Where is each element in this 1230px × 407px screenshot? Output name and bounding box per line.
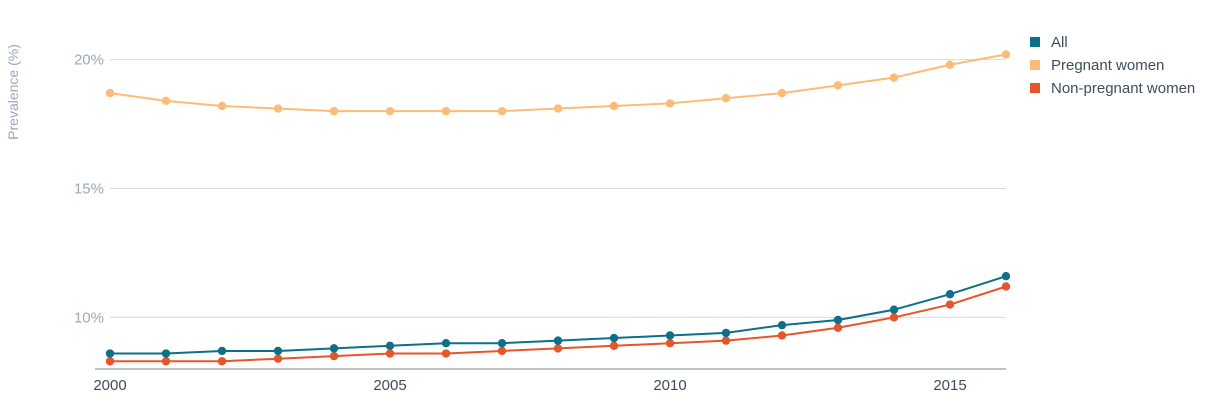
data-point-all[interactable]: [777, 320, 787, 330]
legend-item-pregnant-women[interactable]: Pregnant women: [1030, 57, 1164, 74]
data-point-all[interactable]: [497, 339, 507, 348]
data-point-pregnant-women[interactable]: [161, 96, 171, 106]
series: [105, 50, 1011, 366]
data-point-pregnant-women[interactable]: [889, 73, 899, 82]
data-point-all[interactable]: [833, 315, 843, 325]
data-point-all[interactable]: [609, 333, 619, 343]
data-point-non-pregnant-women[interactable]: [329, 351, 339, 361]
data-point-non-pregnant-women[interactable]: [609, 341, 619, 350]
legend-item-all[interactable]: All: [1030, 34, 1068, 51]
data-point-pregnant-women[interactable]: [273, 104, 283, 113]
data-point-pregnant-women[interactable]: [553, 104, 563, 113]
y-axis-label: Prevalence (%): [5, 44, 21, 140]
x-tick-label: 2010: [653, 377, 686, 394]
data-point-all[interactable]: [161, 349, 171, 358]
data-point-non-pregnant-women[interactable]: [217, 357, 227, 366]
data-point-all[interactable]: [889, 305, 899, 314]
data-point-non-pregnant-women[interactable]: [721, 336, 731, 345]
data-point-non-pregnant-women[interactable]: [833, 323, 843, 332]
data-point-pregnant-women[interactable]: [665, 99, 675, 108]
y-tick-label: 10%: [74, 309, 104, 326]
data-point-all[interactable]: [553, 336, 563, 345]
legend-label: Non-pregnant women: [1051, 80, 1195, 97]
data-point-non-pregnant-women[interactable]: [441, 349, 451, 358]
data-point-pregnant-women[interactable]: [609, 101, 619, 111]
data-point-pregnant-women[interactable]: [385, 106, 395, 116]
data-point-non-pregnant-women[interactable]: [161, 357, 171, 366]
x-tick-label: 2000: [93, 377, 126, 394]
data-point-all[interactable]: [1001, 271, 1011, 281]
series-pregnant-women: [105, 50, 1011, 116]
data-point-all[interactable]: [217, 346, 227, 356]
data-point-all[interactable]: [665, 331, 675, 340]
data-point-non-pregnant-women[interactable]: [385, 349, 395, 358]
data-point-all[interactable]: [329, 344, 339, 353]
data-point-non-pregnant-women[interactable]: [105, 357, 115, 366]
legend-label: Pregnant women: [1051, 57, 1164, 74]
data-point-pregnant-women[interactable]: [217, 101, 227, 111]
legend-swatch: [1030, 83, 1040, 93]
legend-item-non-pregnant-women[interactable]: Non-pregnant women: [1030, 80, 1195, 97]
data-point-all[interactable]: [945, 290, 955, 299]
legend: All Pregnant women Non-pregnant women: [1030, 34, 1195, 97]
data-point-non-pregnant-women[interactable]: [497, 346, 507, 356]
data-point-pregnant-women[interactable]: [721, 94, 731, 103]
data-point-non-pregnant-women[interactable]: [945, 300, 955, 309]
data-point-pregnant-women[interactable]: [777, 88, 787, 98]
gridlines: [110, 59, 1006, 318]
data-point-non-pregnant-women[interactable]: [553, 344, 563, 353]
data-point-non-pregnant-women[interactable]: [1001, 282, 1011, 291]
y-tick-label: 15%: [74, 181, 104, 198]
x-tick-label: 2005: [373, 377, 406, 394]
data-point-non-pregnant-women[interactable]: [889, 313, 899, 322]
axes: 10% 15% 20% 2000 2005 2010 2015: [74, 52, 1006, 394]
data-point-pregnant-women[interactable]: [497, 106, 507, 116]
data-point-non-pregnant-women[interactable]: [777, 331, 787, 340]
data-point-pregnant-women[interactable]: [441, 106, 451, 116]
data-point-all[interactable]: [721, 328, 731, 338]
x-tick-label: 2015: [933, 377, 966, 394]
y-tick-label: 20%: [74, 52, 104, 69]
legend-label: All: [1051, 34, 1068, 51]
data-point-all[interactable]: [385, 341, 395, 350]
data-point-all[interactable]: [273, 346, 283, 356]
data-point-non-pregnant-women[interactable]: [273, 354, 283, 363]
data-point-all[interactable]: [105, 349, 115, 358]
data-point-all[interactable]: [441, 339, 451, 348]
series-line-pregnant-women: [109, 53, 1007, 113]
data-point-pregnant-women[interactable]: [1001, 50, 1011, 59]
data-point-pregnant-women[interactable]: [833, 81, 843, 90]
data-point-pregnant-women[interactable]: [105, 88, 115, 98]
legend-swatch: [1030, 60, 1040, 70]
series-all: [105, 271, 1011, 358]
legend-swatch: [1030, 37, 1040, 47]
data-point-non-pregnant-women[interactable]: [665, 339, 675, 348]
data-point-pregnant-women[interactable]: [945, 60, 955, 69]
series-non-pregnant-women: [105, 282, 1011, 366]
data-point-pregnant-women[interactable]: [329, 106, 339, 116]
